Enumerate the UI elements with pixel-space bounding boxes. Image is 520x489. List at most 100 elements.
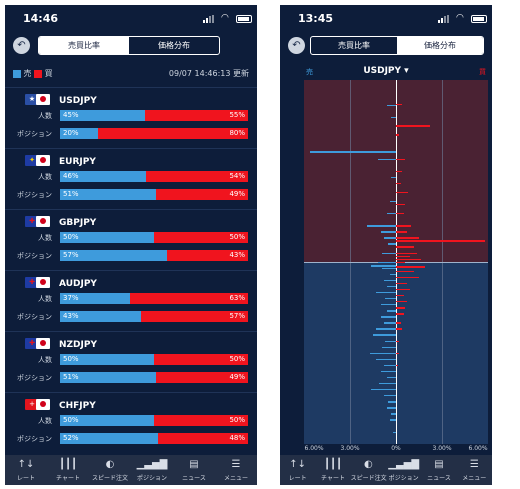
tab-bar-item-menu[interactable]: ☰ メニュー bbox=[457, 455, 492, 485]
sell-distribution-bar bbox=[386, 407, 396, 409]
sell-distribution-bar bbox=[391, 116, 396, 119]
people-buy-segment: 50% bbox=[154, 232, 248, 243]
buy-side-label: 買 bbox=[479, 68, 486, 76]
people-ratio-bar: 45% 55% bbox=[60, 110, 248, 121]
chart-icon: ┃┃┃ bbox=[323, 459, 343, 470]
sell-distribution-bar bbox=[379, 382, 396, 385]
tab-bar-label: レート bbox=[16, 475, 35, 482]
buy-distribution-bar bbox=[396, 182, 401, 185]
tab-distribution[interactable]: 価格分布 bbox=[397, 37, 483, 54]
percent-tick-label: 0% bbox=[391, 445, 401, 452]
segment-control: 売買比率 価格分布 bbox=[310, 36, 484, 55]
sell-distribution-bar bbox=[386, 285, 396, 288]
people-buy-segment: 54% bbox=[146, 171, 248, 182]
sell-distribution-bar bbox=[376, 358, 396, 361]
buy-distribution-bar bbox=[396, 261, 406, 264]
people-label: 人数 bbox=[38, 234, 52, 242]
tab-bar-label: スピード注文 bbox=[91, 475, 128, 482]
position-label: ポジション bbox=[17, 252, 52, 260]
rate-icon: ↑↓ bbox=[289, 459, 307, 470]
buy-distribution-bar bbox=[396, 288, 410, 291]
tab-bar-item-position[interactable]: ▁▃▅▇ ポジション bbox=[386, 455, 421, 485]
pair-row-audjpy[interactable]: ✚ AUDJPY 人数 37% 63% ポジション 43% 57% bbox=[5, 270, 257, 331]
legend-buy-label: 買 bbox=[44, 69, 53, 78]
sell-distribution-bar bbox=[385, 340, 396, 342]
flag-icon-ch: + bbox=[25, 399, 50, 412]
sell-distribution-bar bbox=[386, 213, 396, 215]
pair-row-gbpjpy[interactable]: ✚ GBPJPY 人数 50% 50% ポジション 57% 43% bbox=[5, 209, 257, 270]
position-label: ポジション bbox=[17, 435, 52, 443]
back-icon[interactable]: ↶ bbox=[288, 37, 305, 54]
sell-distribution-bar bbox=[380, 304, 396, 306]
position-buy-segment: 57% bbox=[140, 311, 248, 322]
buy-distribution-bar bbox=[396, 103, 403, 106]
buy-distribution-bar bbox=[396, 282, 407, 285]
pair-row-chfjpy[interactable]: + CHFJPY 人数 50% 50% ポジション 52% 48% bbox=[5, 392, 257, 453]
buy-distribution-bar bbox=[396, 191, 409, 194]
buy-distribution-bar bbox=[396, 295, 404, 297]
price-tick-label: 132.994 bbox=[488, 185, 492, 192]
tab-bar-item-news[interactable]: ▤ ニュース bbox=[173, 455, 215, 485]
position-ratio-bar: 57% 43% bbox=[60, 250, 248, 261]
position-label: ポジション bbox=[17, 374, 52, 382]
sell-distribution-bar bbox=[366, 225, 396, 227]
buy-distribution-bar bbox=[396, 158, 406, 160]
status-bar: 13:45 ◠ bbox=[280, 5, 492, 31]
wifi-icon: ◠ bbox=[221, 13, 229, 23]
position-sell-segment: 51% bbox=[60, 372, 156, 383]
position-icon: ▁▃▅▇ bbox=[136, 459, 168, 470]
news-icon: ▤ bbox=[189, 459, 199, 470]
tab-bar-item-speed-order[interactable]: ◐ スピード注文 bbox=[89, 455, 131, 485]
people-buy-segment: 55% bbox=[144, 110, 248, 121]
tab-bar-label: スピード注文 bbox=[350, 475, 387, 482]
status-bar: 14:46 ◠ bbox=[5, 5, 257, 31]
flag-icon-gb: ✚ bbox=[25, 216, 50, 229]
tab-bar-item-chart[interactable]: ┃┃┃ チャート bbox=[315, 455, 350, 485]
signal-icon bbox=[203, 15, 217, 23]
battery-icon bbox=[236, 15, 252, 23]
sell-side-label: 売 bbox=[306, 68, 313, 76]
rate-icon: ↑↓ bbox=[17, 459, 35, 470]
tab-bar-item-menu[interactable]: ☰ メニュー bbox=[215, 455, 257, 485]
screen-distribution: 13:45 ◠ ↶ 売買比率 価格分布 売 USDJPY ▾ 買 134.794… bbox=[280, 5, 492, 485]
tab-bar-item-chart[interactable]: ┃┃┃ チャート bbox=[47, 455, 89, 485]
pair-row-eurjpy[interactable]: ✦ EURJPY 人数 46% 54% ポジション 51% 49% bbox=[5, 148, 257, 209]
sell-distribution-bar bbox=[385, 298, 396, 300]
sell-distribution-bar bbox=[376, 291, 396, 294]
position-sell-segment: 57% bbox=[60, 250, 168, 261]
sell-distribution-bar bbox=[382, 267, 396, 270]
pair-row-usdjpy[interactable]: ★ USDJPY 人数 45% 55% ポジション 20% 80% bbox=[5, 87, 257, 148]
tab-distribution[interactable]: 価格分布 bbox=[158, 41, 190, 50]
position-ratio-bar: 52% 48% bbox=[60, 433, 248, 444]
tab-bar-item-speed-order[interactable]: ◐ スピード注文 bbox=[350, 455, 387, 485]
segment-control: 売買比率 価格分布 bbox=[38, 36, 220, 55]
pair-row-nzdjpy[interactable]: ✚ NZDJPY 人数 50% 50% ポジション 51% 49% bbox=[5, 331, 257, 392]
speed-order-icon: ◐ bbox=[363, 459, 373, 470]
tab-bar-label: ニュース bbox=[182, 475, 206, 482]
price-tick-label: 131.194 bbox=[488, 294, 492, 301]
buy-distribution-bar bbox=[396, 340, 400, 342]
people-ratio-bar: 37% 63% bbox=[60, 293, 248, 304]
buy-distribution-bar bbox=[396, 352, 400, 355]
symbol-selector[interactable]: USDJPY ▾ bbox=[363, 66, 409, 76]
buy-distribution-bar bbox=[396, 240, 485, 242]
price-tick-label: 132.394 bbox=[488, 222, 492, 229]
position-buy-segment: 49% bbox=[155, 189, 248, 200]
tab-bar-item-rate[interactable]: ↑↓ レート bbox=[5, 455, 47, 485]
price-tick-label: 130.594 bbox=[488, 331, 492, 338]
tab-bar-item-rate[interactable]: ↑↓ レート bbox=[280, 455, 315, 485]
percent-tick-label: 3.00% bbox=[340, 445, 360, 452]
buy-distribution-bar bbox=[396, 252, 418, 254]
people-sell-segment: 50% bbox=[60, 415, 154, 426]
sell-distribution-bar bbox=[369, 352, 396, 355]
tab-bar-item-news[interactable]: ▤ ニュース bbox=[421, 455, 456, 485]
position-ratio-bar: 20% 80% bbox=[60, 128, 248, 139]
pair-name: NZDJPY bbox=[59, 340, 97, 350]
tab-ratio[interactable]: 売買比率 bbox=[338, 41, 370, 50]
position-buy-segment: 80% bbox=[97, 128, 248, 139]
position-label: ポジション bbox=[17, 130, 52, 138]
percent-tick-label: 6.00% bbox=[468, 445, 488, 452]
tab-bar-item-position[interactable]: ▁▃▅▇ ポジション bbox=[131, 455, 173, 485]
tab-ratio[interactable]: 売買比率 bbox=[39, 37, 129, 54]
back-icon[interactable]: ↶ bbox=[13, 37, 30, 54]
